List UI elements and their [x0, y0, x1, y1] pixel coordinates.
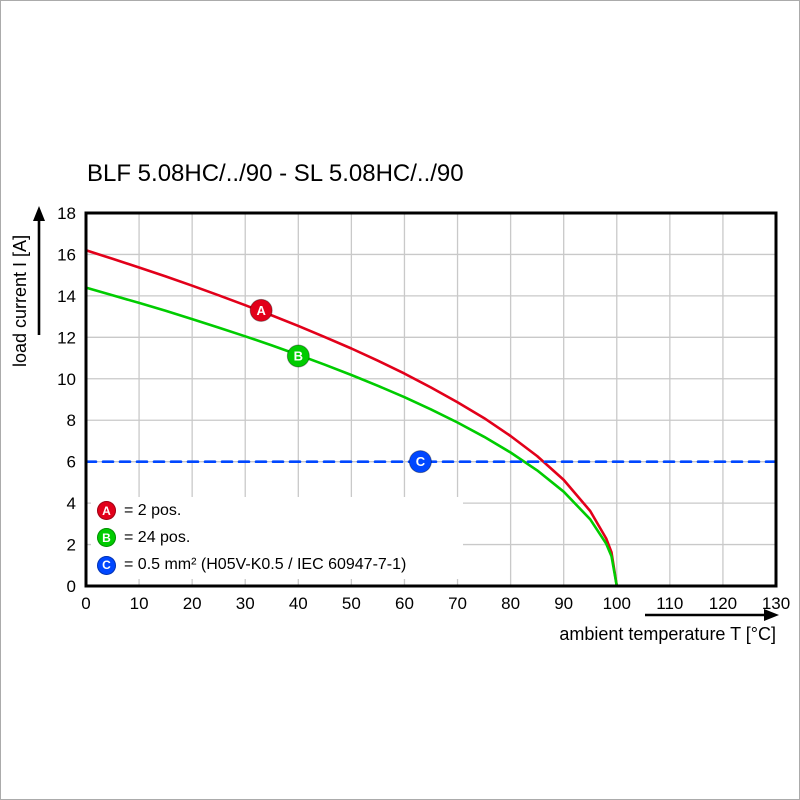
x-axis-label: ambient temperature T [°C]: [559, 624, 776, 644]
x-tick-label: 90: [554, 594, 573, 613]
legend-label-c: = 0.5 mm² (H05V-K0.5 / IEC 60947-7-1): [124, 556, 407, 574]
marker-B-letter: B: [294, 348, 303, 363]
y-tick-label: 4: [67, 494, 76, 513]
y-tick-label: 2: [67, 536, 76, 555]
y-axis-label: load current I [A]: [10, 235, 30, 367]
x-tick-label: 70: [448, 594, 467, 613]
x-tick-label: 130: [762, 594, 790, 613]
y-tick-label: 12: [57, 328, 76, 347]
legend-item-a: A = 2 pos.: [97, 501, 463, 521]
x-tick-label: 50: [342, 594, 361, 613]
curve-B: [84, 286, 619, 588]
legend-marker-b-letter: B: [102, 530, 111, 545]
x-tick-label: 100: [603, 594, 631, 613]
x-tick-label: 80: [501, 594, 520, 613]
x-tick-label: 110: [656, 594, 683, 613]
legend-marker-b-icon: B: [97, 528, 116, 548]
marker-C-icon: [408, 450, 432, 474]
page-title: BLF 5.08HC/../90 - SL 5.08HC/../90: [87, 160, 464, 187]
legend-marker-c-icon: C: [97, 555, 116, 575]
y-tick-labels: 0 2 4 6 8 10 12 14 16 18: [57, 204, 76, 596]
x-axis-arrow-icon: [645, 609, 779, 621]
x-tick-label: 10: [130, 594, 149, 613]
x-tick-label: 20: [183, 594, 202, 613]
curve-markers: A B C: [249, 298, 432, 474]
y-tick-label: 0: [67, 577, 76, 596]
marker-A-icon: [249, 298, 273, 322]
legend-marker-c-letter: C: [102, 558, 111, 573]
y-tick-label: 18: [57, 204, 76, 223]
y-tick-label: 8: [67, 411, 76, 430]
x-tick-label: 0: [81, 594, 90, 613]
legend-label-b: = 24 pos.: [124, 528, 191, 546]
curve-A: [84, 249, 619, 588]
x-tick-label: 60: [395, 594, 414, 613]
legend-marker-a-icon: A: [97, 501, 116, 521]
legend-item-c: C = 0.5 mm² (H05V-K0.5 / IEC 60947-7-1): [97, 555, 463, 575]
marker-B-icon: [286, 344, 310, 368]
legend-label-a: = 2 pos.: [124, 501, 182, 519]
legend-marker-a-letter: A: [102, 503, 111, 518]
x-tick-label: 120: [709, 594, 737, 613]
x-tick-label: 40: [289, 594, 308, 613]
y-tick-label: 16: [57, 245, 76, 264]
y-tick-label: 14: [57, 287, 76, 306]
plot-frame: [84, 211, 778, 588]
marker-C-letter: C: [416, 454, 426, 469]
legend-item-b: B = 24 pos.: [97, 528, 463, 548]
marker-A-letter: A: [256, 303, 266, 318]
chart-legend: A = 2 pos. B = 24 pos. C = 0.5 mm² (H05V…: [91, 497, 463, 579]
x-tick-label: 30: [236, 594, 255, 613]
y-tick-label: 6: [67, 453, 76, 472]
x-tick-labels: 0 10 20 30 40 50 60 70 80 90 100 110 120 130: [81, 594, 790, 613]
y-axis-arrow-icon: [33, 206, 45, 335]
y-tick-label: 10: [57, 370, 76, 389]
